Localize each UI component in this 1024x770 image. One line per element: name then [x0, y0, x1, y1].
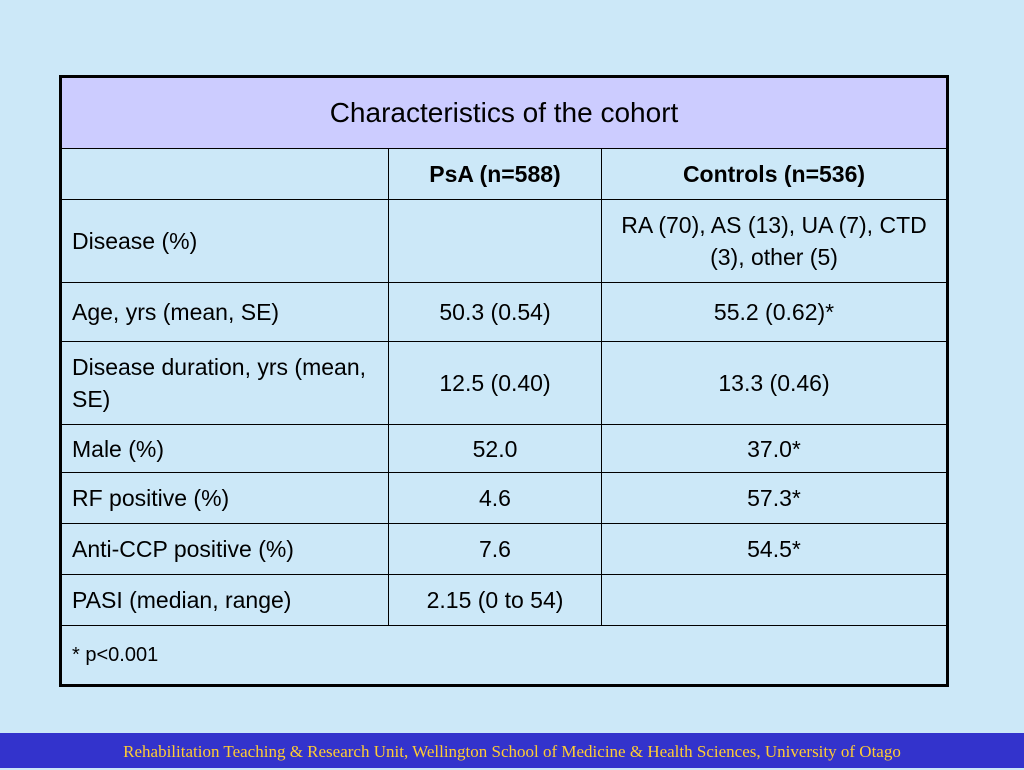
row-label: Disease (%) — [60, 199, 389, 283]
footer-bar: Rehabilitation Teaching & Research Unit,… — [0, 733, 1024, 768]
cohort-table: Characteristics of the cohort PsA (n=588… — [59, 75, 950, 687]
header-psa: PsA (n=588) — [388, 148, 602, 200]
controls-value: 37.0* — [600, 424, 949, 473]
controls-value: 13.3 (0.46) — [600, 341, 949, 425]
table-title: Characteristics of the cohort — [59, 76, 949, 149]
row-label: Male (%) — [60, 424, 389, 473]
controls-value: 55.2 (0.62)* — [600, 282, 949, 342]
table-row: RF positive (%) 4.6 57.3* — [60, 472, 949, 524]
controls-value: 54.5* — [600, 523, 949, 575]
row-label: Anti-CCP positive (%) — [60, 523, 389, 575]
table-row: Age, yrs (mean, SE) 50.3 (0.54) 55.2 (0.… — [60, 282, 949, 342]
psa-value: 52.0 — [388, 424, 602, 473]
footer-text: Rehabilitation Teaching & Research Unit,… — [123, 742, 901, 761]
footnote-row: * p<0.001 — [59, 625, 949, 686]
footnote: * p<0.001 — [59, 625, 949, 686]
row-label: PASI (median, range) — [60, 574, 389, 626]
psa-value: 12.5 (0.40) — [388, 341, 602, 425]
row-label: Disease duration, yrs (mean, SE) — [60, 341, 389, 425]
psa-value — [388, 199, 602, 283]
header-row: PsA (n=588) Controls (n=536) — [60, 148, 949, 200]
header-blank-cell — [60, 148, 389, 200]
header-controls: Controls (n=536) — [600, 148, 949, 200]
controls-value: 57.3* — [600, 472, 949, 524]
table-row: Disease duration, yrs (mean, SE) 12.5 (0… — [60, 341, 949, 425]
row-label: Age, yrs (mean, SE) — [60, 282, 389, 342]
table-row: Male (%) 52.0 37.0* — [60, 424, 949, 473]
psa-value: 2.15 (0 to 54) — [388, 574, 602, 626]
controls-value: RA (70), AS (13), UA (7), CTD (3), other… — [600, 199, 949, 283]
psa-value: 4.6 — [388, 472, 602, 524]
title-row: Characteristics of the cohort — [59, 76, 949, 149]
table-row: Anti-CCP positive (%) 7.6 54.5* — [60, 523, 949, 575]
psa-value: 50.3 (0.54) — [388, 282, 602, 342]
controls-value — [600, 574, 949, 626]
table-row: Disease (%) RA (70), AS (13), UA (7), CT… — [60, 199, 949, 283]
table-row: PASI (median, range) 2.15 (0 to 54) — [60, 574, 949, 626]
psa-value: 7.6 — [388, 523, 602, 575]
row-label: RF positive (%) — [60, 472, 389, 524]
